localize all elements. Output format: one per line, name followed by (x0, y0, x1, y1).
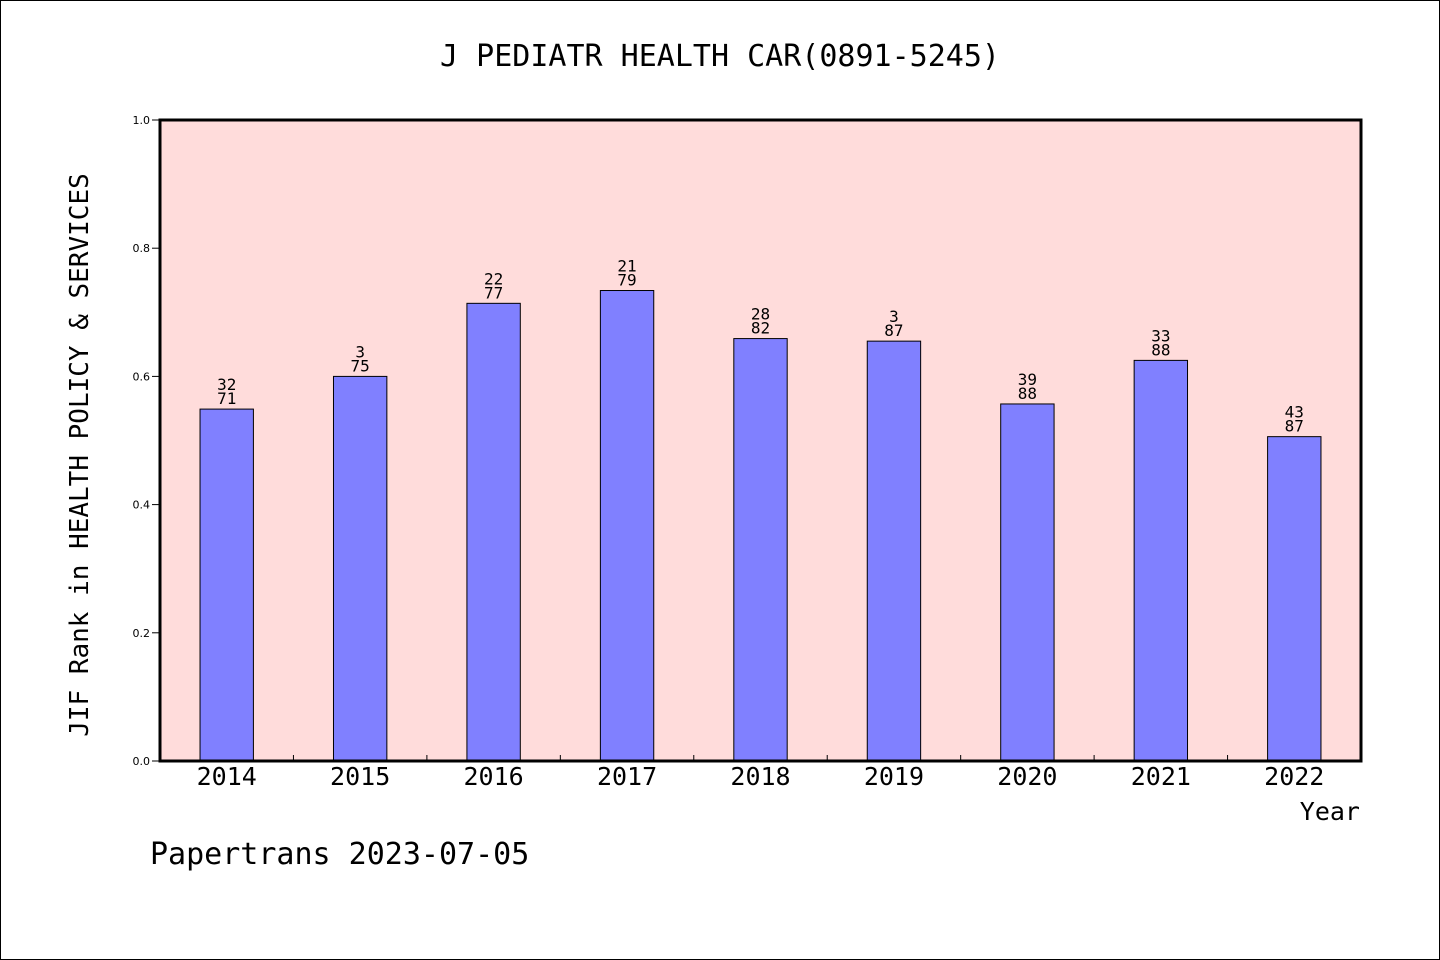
x-tick-label-2022: 2022 (1264, 762, 1324, 791)
y-tick-label: 0.4 (133, 499, 151, 512)
bar-label-bottom-2015: 75 (351, 356, 370, 375)
bar-2020 (1000, 403, 1055, 762)
x-tick-label-2020: 2020 (997, 762, 1057, 791)
bar-2019 (866, 340, 922, 762)
bar-label-top-2021: 33 (1151, 326, 1170, 345)
y-axis-ticks: 0.0 0.2 0.4 0.6 0.8 1.0 (133, 114, 160, 768)
bars-group (199, 290, 1322, 762)
bar-2016 (466, 302, 521, 762)
x-tick-label-2019: 2019 (864, 762, 924, 791)
bar-label-top-2020: 39 (1018, 370, 1037, 389)
bar-label-bottom-2018: 82 (751, 319, 770, 338)
bar-label-bottom-2021: 88 (1151, 340, 1170, 359)
bar-label-bottom-2022: 87 (1285, 417, 1304, 436)
bar-label-top-2019: 3 (889, 307, 899, 326)
bar-label-top-2014: 32 (217, 375, 236, 394)
x-tick-label-2018: 2018 (730, 762, 790, 791)
x-tick-label-2017: 2017 (597, 762, 657, 791)
bar-label-top-2018: 28 (751, 305, 770, 324)
bar-label-top-2016: 22 (484, 269, 503, 288)
bar-2018 (733, 338, 788, 762)
footer-credit: Papertrans 2023-07-05 (150, 837, 529, 872)
bar-label-top-2015: 3 (355, 342, 365, 361)
y-tick-label: 0.2 (133, 627, 151, 640)
bar-2015 (332, 375, 388, 762)
bar-label-top-2022: 43 (1285, 403, 1304, 422)
bar-label-top-2017: 21 (617, 257, 636, 276)
y-tick-label: 0.0 (133, 755, 151, 768)
bar-label-bottom-2016: 77 (484, 283, 503, 302)
x-tick-label-2015: 2015 (330, 762, 390, 791)
x-axis-ticks: 2014 2015 2016 2017 2018 2019 2020 2021 2022 (197, 755, 1324, 791)
bar-2021 (1133, 359, 1189, 762)
x-tick-label-2021: 2021 (1131, 762, 1191, 791)
bar-label-bottom-2019: 87 (884, 321, 903, 340)
bar-label-bottom-2017: 79 (617, 271, 636, 290)
y-tick-label: 0.6 (133, 370, 151, 383)
y-tick-label: 0.8 (133, 242, 151, 255)
bar-label-bottom-2014: 71 (217, 389, 236, 408)
bar-2014 (199, 408, 254, 762)
bar-label-bottom-2020: 88 (1018, 384, 1037, 403)
bar-2017 (599, 290, 655, 762)
x-tick-label-2016: 2016 (464, 762, 524, 791)
plot-frame (158, 118, 1363, 763)
chart-title: J PEDIATR HEALTH CAR(0891-5245) (440, 39, 1000, 74)
y-tick-label: 1.0 (133, 114, 151, 127)
bar-2022 (1267, 436, 1322, 762)
y-axis-label: JIF Rank in HEALTH POLICY & SERVICES (65, 173, 95, 737)
x-tick-label-2014: 2014 (197, 762, 257, 791)
x-axis-label: Year (1300, 797, 1360, 826)
